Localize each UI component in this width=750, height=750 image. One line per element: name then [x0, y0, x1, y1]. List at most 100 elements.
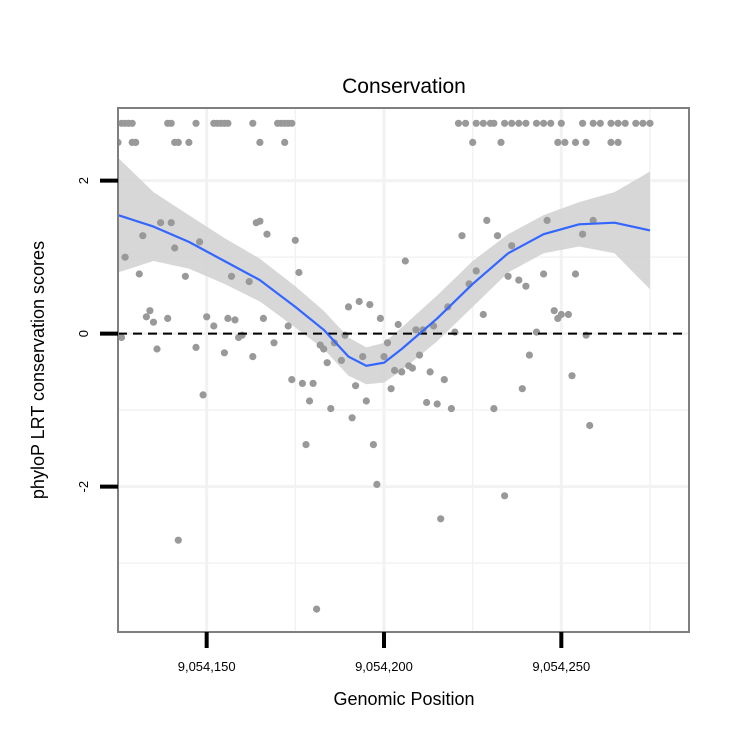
- data-point: [571, 270, 580, 278]
- data-point: [589, 119, 597, 127]
- data-point: [571, 138, 580, 146]
- data-point: [139, 232, 147, 240]
- data-point: [224, 314, 232, 322]
- data-points: [118, 119, 654, 613]
- data-point: [423, 398, 431, 407]
- data-point: [426, 368, 434, 376]
- data-point: [472, 267, 480, 275]
- confidence-band: [118, 157, 650, 385]
- y-axis-title: phyloP LRT conservation scores: [28, 241, 48, 499]
- panel-border: [117, 107, 690, 633]
- data-point: [352, 382, 360, 390]
- data-point: [557, 119, 565, 127]
- data-point: [288, 119, 296, 127]
- data-point: [437, 515, 445, 523]
- data-point: [220, 349, 228, 357]
- data-point: [149, 318, 158, 326]
- data-point: [337, 356, 345, 364]
- data-point: [327, 405, 335, 413]
- panel-content: [118, 119, 689, 613]
- data-point: [508, 119, 516, 127]
- data-point: [532, 119, 541, 127]
- data-point: [472, 119, 480, 127]
- data-point: [469, 138, 477, 146]
- data-point: [522, 282, 530, 290]
- data-point: [490, 119, 498, 127]
- data-point: [305, 397, 314, 405]
- x-tick-label: 9,054,150: [178, 659, 236, 674]
- data-point: [174, 138, 182, 146]
- data-point: [298, 379, 306, 387]
- data-point: [483, 216, 491, 224]
- x-tick-label: 9,054,250: [532, 659, 590, 674]
- data-point: [433, 400, 441, 408]
- data-point: [284, 322, 292, 330]
- data-point: [479, 119, 487, 127]
- data-point: [479, 310, 487, 319]
- data-point: [199, 391, 207, 399]
- data-point: [157, 219, 165, 227]
- data-point: [263, 230, 271, 238]
- data-point: [185, 138, 193, 146]
- data-point: [515, 119, 523, 127]
- data-point: [227, 272, 236, 280]
- data-point: [547, 119, 555, 127]
- data-point: [121, 253, 129, 261]
- data-point: [249, 353, 257, 361]
- data-point: [348, 414, 356, 422]
- data-point: [366, 301, 374, 309]
- data-point: [540, 270, 548, 278]
- data-point: [408, 364, 416, 372]
- data-point: [561, 138, 569, 146]
- data-point: [192, 119, 200, 127]
- data-point: [192, 343, 200, 351]
- data-point: [359, 353, 367, 361]
- data-point: [632, 119, 640, 127]
- data-point: [164, 314, 172, 322]
- data-point: [288, 376, 296, 384]
- data-point: [454, 119, 463, 127]
- data-point: [376, 314, 384, 322]
- data-point: [245, 278, 253, 286]
- data-point: [504, 272, 512, 280]
- data-point: [646, 119, 654, 127]
- data-point: [270, 339, 278, 347]
- data-point: [142, 313, 150, 321]
- data-point: [401, 257, 409, 265]
- x-tick-label: 9,054,200: [355, 659, 413, 674]
- data-point: [281, 138, 289, 146]
- y-tick-label: -2: [76, 481, 91, 493]
- data-point: [508, 242, 516, 250]
- data-point: [557, 310, 565, 319]
- data-point: [543, 216, 551, 224]
- data-point: [323, 359, 331, 367]
- data-point: [387, 385, 395, 393]
- data-point: [355, 297, 363, 306]
- data-point: [412, 326, 420, 334]
- data-point: [614, 119, 622, 127]
- data-point: [497, 138, 505, 146]
- data-point: [259, 314, 267, 322]
- data-point: [398, 368, 406, 376]
- loess-smooth-line: [118, 214, 651, 367]
- data-point: [132, 138, 140, 146]
- data-point: [582, 138, 590, 146]
- data-point: [550, 307, 558, 315]
- data-point: [373, 480, 381, 488]
- data-point: [320, 345, 328, 353]
- data-point: [313, 605, 321, 613]
- data-point: [540, 119, 548, 127]
- plot-area: [117, 108, 689, 632]
- y-tick-label: 2: [76, 177, 91, 184]
- data-point: [249, 119, 257, 127]
- data-point: [256, 138, 264, 146]
- data-point: [447, 405, 455, 413]
- data-point: [380, 353, 388, 361]
- data-point: [596, 119, 604, 127]
- data-point: [256, 217, 264, 225]
- data-point: [171, 244, 179, 252]
- data-point: [362, 397, 370, 405]
- data-point: [302, 441, 310, 449]
